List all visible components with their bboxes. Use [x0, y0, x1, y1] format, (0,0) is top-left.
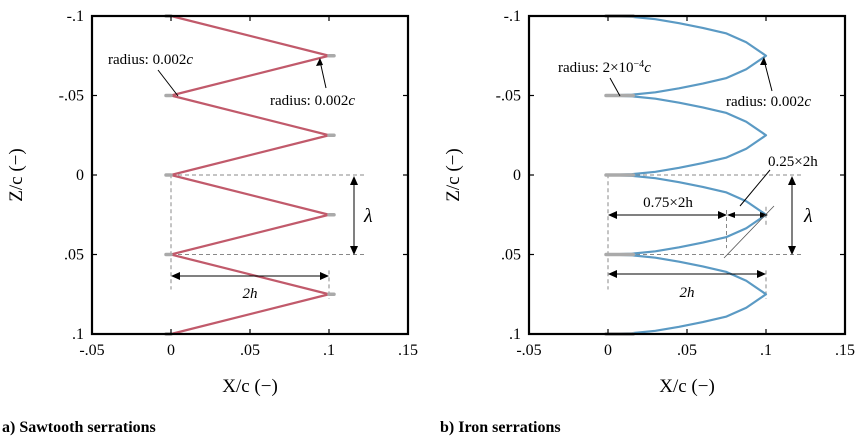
radius-left-leader [157, 69, 179, 97]
two-h-arrow-left [171, 272, 180, 280]
quarter-arrow-right [760, 212, 768, 218]
two-h-arrow-right [757, 270, 766, 278]
panel-b-iron: -.05 0 .05 .1 .15 -.1 -.05 0 .05 .1 Z/c (−) X/c (… [440, 8, 855, 436]
quarter-label: 0.25×2h [768, 154, 818, 170]
lambda-label: λ [803, 205, 813, 227]
three-quarter-label: 0.75×2h [643, 195, 693, 211]
lambda-arrow-bottom [788, 246, 796, 255]
quarter-arrow-left [727, 212, 735, 218]
lambda-arrow-bottom [350, 246, 358, 255]
lambda-arrow-top [788, 176, 796, 185]
axis-ticks: -.05 0 .05 .1 .15 -.1 -.05 0 .05 .1 [496, 8, 855, 359]
panel-a-caption: a) Sawtooth serrations [2, 419, 156, 436]
y-tick-label: .1 [72, 326, 84, 343]
axis-ticks: -.05 0 .05 .1 .15 -.1 -.05 0 .05 .1 [59, 8, 418, 359]
y-tick-label: -.05 [496, 88, 521, 105]
x-axis-label: X/c (−) [222, 376, 278, 397]
x-tick-label: .1 [323, 342, 335, 359]
radius-right-label: radius: 0.002c [270, 93, 355, 109]
y-tick-label: 0 [76, 167, 84, 184]
x-tick-label: 0 [167, 342, 175, 359]
x-tick-label: -.05 [79, 342, 104, 359]
y-axis-label: Z/c (−) [6, 148, 27, 201]
y-tick-label: 0 [513, 167, 521, 184]
three-quarter-arrow-right [718, 211, 727, 219]
radius-right-label: radius: 0.002c [726, 94, 811, 110]
x-tick-label: -.05 [516, 342, 541, 359]
y-tick-label: .05 [64, 247, 84, 264]
x-axis-label: X/c (−) [659, 376, 715, 397]
x-tick-label: .05 [677, 342, 697, 359]
guide-lines [170, 174, 366, 300]
lambda-label: λ [363, 205, 373, 227]
tangent-line [723, 205, 775, 259]
y-axis-label-text: Z/c (−) [443, 148, 464, 201]
radius-left-leader [609, 77, 621, 97]
lambda-arrow-top [350, 176, 358, 185]
radius-right-leader [319, 60, 327, 89]
y-tick-label: -.1 [67, 8, 84, 25]
y-tick-label: .05 [501, 247, 521, 264]
radius-right-arrowhead [316, 58, 323, 66]
y-tick-label: -.1 [504, 8, 521, 25]
y-axis-label: Z/c (−) [443, 148, 464, 201]
radius-right-arrowhead [760, 57, 767, 65]
y-axis-label-text: Z/c (−) [6, 148, 27, 201]
x-tick-label: 0 [604, 342, 612, 359]
radius-left-label: radius: 2×10−4c [558, 59, 651, 77]
two-h-arrow-left [608, 270, 617, 278]
x-tick-label: .15 [398, 342, 418, 359]
x-tick-label: .1 [760, 342, 772, 359]
radius-left-label: radius: 0.002c [108, 52, 193, 68]
x-tick-label: .15 [835, 342, 855, 359]
x-tick-label: .05 [240, 342, 260, 359]
radius-right-leader [763, 59, 773, 92]
y-tick-label: -.05 [59, 88, 84, 105]
quarter-leader [739, 169, 771, 207]
guide-lines [607, 174, 803, 300]
two-h-label: 2h [243, 286, 258, 302]
y-tick-label: .1 [509, 326, 521, 343]
three-quarter-arrow-left [608, 211, 617, 219]
panel-b-caption: b) Iron serrations [440, 419, 561, 436]
two-h-label: 2h [680, 285, 695, 301]
two-h-arrow-right [320, 272, 329, 280]
panel-a-sawtooth: -.05 0 .05 .1 .15 -.1 -.05 0 .05 .1 Z/c (−) X/c (… [2, 8, 418, 436]
